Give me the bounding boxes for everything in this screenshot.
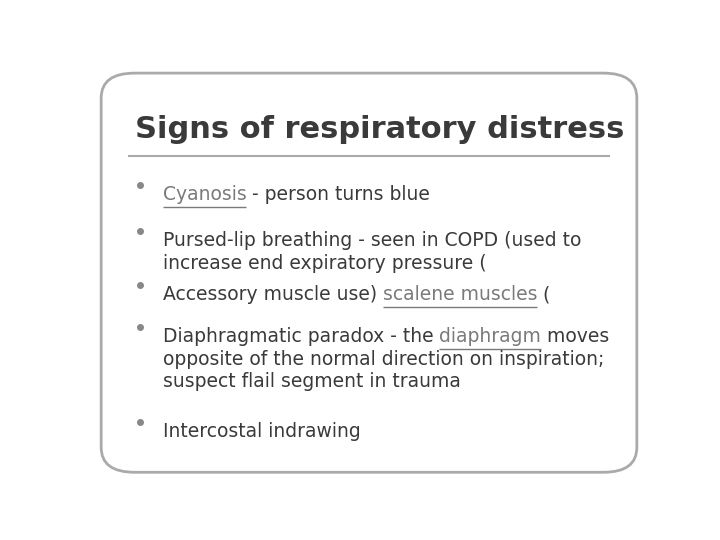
Text: (: ( (537, 285, 551, 304)
Text: Signs of respiratory distress: Signs of respiratory distress (135, 114, 624, 144)
Text: increase end expiratory pressure (: increase end expiratory pressure ( (163, 254, 486, 273)
Text: scalene muscles: scalene muscles (382, 285, 537, 304)
Text: opposite of the normal direction on inspiration;: opposite of the normal direction on insp… (163, 349, 604, 369)
Text: moves: moves (541, 327, 609, 346)
Text: diaphragm: diaphragm (439, 327, 541, 346)
Text: suspect flail segment in trauma: suspect flail segment in trauma (163, 373, 460, 392)
Text: Intercostal indrawing: Intercostal indrawing (163, 422, 360, 441)
Text: Cyanosis: Cyanosis (163, 185, 246, 204)
Text: Accessory muscle use): Accessory muscle use) (163, 285, 382, 304)
FancyBboxPatch shape (101, 73, 637, 472)
Text: - person turns blue: - person turns blue (246, 185, 430, 204)
Text: Diaphragmatic paradox - the: Diaphragmatic paradox - the (163, 327, 439, 346)
Text: Pursed-lip breathing - seen in COPD (used to: Pursed-lip breathing - seen in COPD (use… (163, 231, 581, 250)
